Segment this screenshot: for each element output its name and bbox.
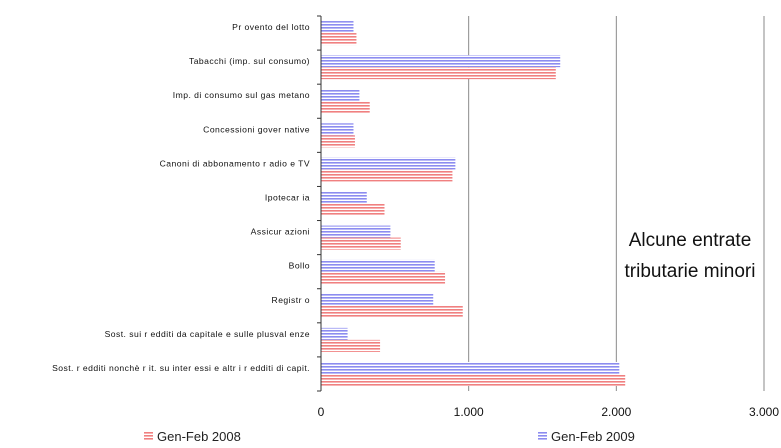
category-label-9: Sost. sui r edditi da capitale e sulle p… [105, 329, 310, 339]
legend-swatch-0 [144, 432, 153, 441]
legend-label-1: Gen-Feb 2009 [551, 429, 635, 444]
bar-gen-feb-2009-9 [321, 327, 348, 340]
bar-gen-feb-2008-5 [321, 203, 385, 216]
bar-gen-feb-2009-4 [321, 157, 456, 170]
category-label-7: Bollo [289, 261, 310, 271]
x-tick-label-0: 0 [318, 405, 325, 419]
legend-swatch-1 [538, 432, 547, 441]
bar-gen-feb-2009-3 [321, 123, 354, 136]
category-label-0: Pr ovento del lotto [232, 22, 310, 32]
category-label-4: Canoni di abbonamento r adio e TV [160, 158, 310, 168]
bar-gen-feb-2008-8 [321, 305, 463, 318]
bar-gen-feb-2009-6 [321, 225, 391, 238]
bar-gen-feb-2008-0 [321, 33, 357, 46]
category-label-2: Imp. di consumo sul gas metano [173, 90, 310, 100]
bar-gen-feb-2008-6 [321, 237, 401, 250]
chart-annotation: Alcune entrate tributarie minori [588, 225, 781, 287]
bar-gen-feb-2008-1 [321, 67, 556, 80]
bar-gen-feb-2008-4 [321, 169, 453, 182]
bar-gen-feb-2009-8 [321, 293, 434, 306]
category-label-8: Registr o [272, 295, 310, 305]
bar-gen-feb-2008-3 [321, 135, 355, 148]
bar-gen-feb-2008-10 [321, 373, 626, 386]
annotation-line-1: Alcune entrate [628, 230, 752, 251]
bar-gen-feb-2008-7 [321, 271, 446, 284]
category-label-1: Tabacchi (imp. sul consumo) [189, 56, 310, 66]
axes [317, 15, 322, 392]
bar-gen-feb-2009-0 [321, 21, 354, 34]
bar-gen-feb-2009-10 [321, 361, 620, 374]
annotation-line-2: tributarie minori [624, 261, 756, 282]
bar-gen-feb-2009-2 [321, 89, 360, 102]
category-label-3: Concessioni gover native [203, 124, 310, 134]
bar-gen-feb-2008-2 [321, 101, 370, 114]
legend-label-0: Gen-Feb 2008 [157, 429, 241, 444]
x-tick-label-1: 1.000 [454, 405, 484, 419]
x-tick-label-2: 2.000 [601, 405, 631, 419]
category-labels: Pr ovento del lotto Tabacchi (imp. sul co… [52, 22, 310, 373]
category-label-6: Assicur azioni [251, 227, 310, 237]
bar-gen-feb-2009-5 [321, 191, 367, 204]
category-label-5: Ipotecar ia [265, 193, 310, 203]
bar-gen-feb-2009-7 [321, 259, 435, 272]
x-tick-labels: 0 1.000 2.000 3.000 [318, 405, 780, 419]
legend: Gen-Feb 2008 Gen-Feb 2009 [144, 429, 635, 444]
bar-gen-feb-2009-1 [321, 55, 561, 68]
bar-gen-feb-2008-9 [321, 339, 381, 352]
x-tick-label-3: 3.000 [749, 405, 779, 419]
bars [321, 21, 626, 386]
category-label-10: Sost. r edditi nonchè r it. su inter ess… [52, 363, 310, 373]
